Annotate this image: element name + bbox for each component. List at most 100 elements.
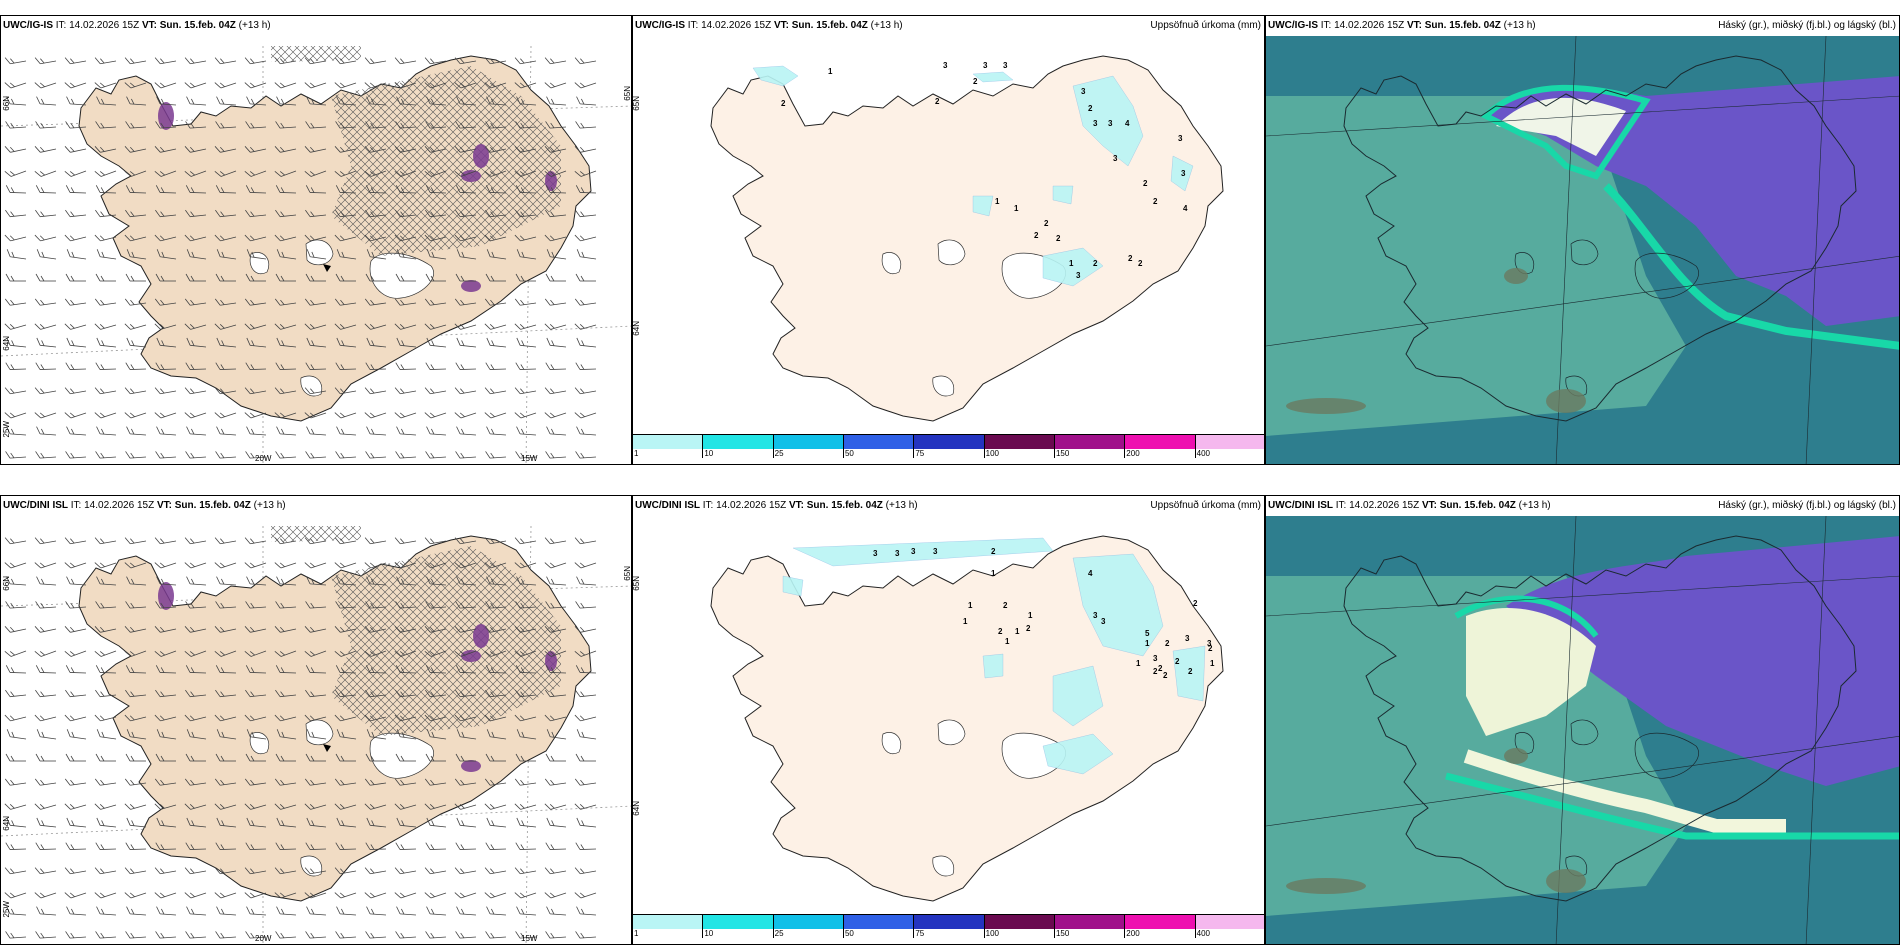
precip-blob: [461, 650, 481, 662]
wind-barb: [546, 249, 567, 260]
wind-barb: [485, 451, 507, 459]
wind-barb: [214, 57, 237, 65]
wind-barb: [305, 185, 327, 194]
low-cloud-patch: [1504, 748, 1528, 764]
wind-barb: [4, 867, 27, 875]
lat-label: 66N: [2, 96, 11, 111]
wind-barb: [124, 412, 147, 419]
wind-barb: [216, 337, 237, 348]
wind-barb: [335, 601, 357, 609]
colorbar-swatch: [843, 915, 914, 929]
glacier-area: [932, 375, 955, 397]
precip-panel-row1: UWC/DINI ISL IT: 14.02.2026 15Z VT: Sun.…: [632, 495, 1265, 945]
colorbar-swatch: [1195, 435, 1264, 449]
wind-barb: [126, 906, 147, 916]
wind-barb: [365, 931, 387, 939]
colorbar-swatch: [1195, 915, 1264, 929]
wind-barb: [454, 803, 477, 810]
colorbar: 1 10 25 50 75 100 150 200 400: [633, 914, 1264, 938]
cloud-map: [1266, 515, 1899, 944]
wind-barb: [574, 82, 597, 89]
wind-barb: [35, 185, 57, 194]
colorbar-tick-label: 75: [915, 449, 925, 458]
wind-barb: [66, 729, 87, 740]
wind-barb: [364, 146, 387, 153]
it-prefix: IT:: [1320, 20, 1332, 31]
wind-barb: [65, 451, 87, 459]
precip-value-label: 2: [1153, 667, 1158, 676]
wind-barb: [245, 665, 267, 674]
wind-barb: [274, 146, 297, 153]
wind-barb: [425, 601, 447, 609]
wind-barb: [64, 803, 87, 810]
wind-barb: [155, 689, 177, 698]
model-name: UWC/IG-IS: [635, 20, 685, 31]
wind-barb: [184, 892, 207, 899]
wind-barb: [215, 665, 237, 674]
wind-barb: [304, 562, 327, 569]
wind-barb: [274, 778, 297, 786]
wind-barb: [546, 817, 567, 828]
colorbar-swatch: [633, 915, 703, 929]
wind-barb: [575, 753, 596, 762]
colorbar-swatch: [984, 915, 1054, 929]
wind-barb: [365, 451, 387, 459]
wind-barb: [455, 451, 477, 459]
wind-barb: [274, 803, 297, 810]
wind-barb: [456, 249, 477, 260]
wind-barb: [394, 146, 417, 153]
wind-barb: [244, 892, 267, 899]
wind-barb: [5, 209, 27, 218]
wind-barb: [514, 892, 537, 899]
wind-barb: [186, 426, 207, 436]
low-cloud-patch: [1546, 869, 1586, 893]
wind-barb: [396, 249, 417, 260]
wind-barb: [94, 650, 117, 657]
wind-barb: [4, 82, 27, 89]
glacier-area: [249, 252, 270, 275]
wind-barb: [64, 714, 87, 722]
wind-barb: [335, 209, 357, 218]
wind-barb: [336, 426, 357, 436]
wind-barb: [455, 931, 477, 939]
colorbar-segment: 1: [633, 435, 704, 458]
wind-barb: [126, 576, 147, 586]
wind-barb: [425, 273, 446, 282]
wind-barb: [514, 298, 537, 306]
wind-barb: [516, 817, 537, 828]
wind-barb: [244, 867, 267, 875]
wind-barb: [214, 298, 237, 306]
wind-barb: [484, 234, 507, 242]
glacier-outline: [1514, 732, 1535, 755]
wind-barb: [334, 82, 357, 89]
init-time: 14.02.2026 15Z: [716, 500, 787, 511]
wind-barb: [306, 729, 327, 740]
wind-barb: [125, 931, 147, 939]
wind-barb: [64, 537, 87, 545]
wind-barb: [486, 576, 507, 586]
precip-value-label: 2: [1193, 599, 1198, 608]
wind-barb: [396, 729, 417, 740]
wind-barb: [546, 576, 567, 586]
wind-barb: [184, 323, 207, 330]
wind-barb: [36, 249, 57, 260]
wind-barb: [184, 298, 207, 306]
wind-barb: [305, 689, 327, 698]
wind-barb: [184, 170, 207, 177]
wind-barb: [274, 57, 297, 65]
wind-barb: [274, 387, 297, 395]
wind-barb: [66, 96, 87, 106]
wind-barb: [546, 729, 567, 740]
wind-barb: [455, 209, 477, 218]
precip-value-label: 5: [1145, 629, 1150, 638]
wind-barb: [545, 451, 567, 459]
wind-barb: [514, 387, 537, 395]
low-cloud-patch: [1546, 389, 1586, 413]
lat-label: 64N: [632, 801, 641, 816]
wind-barb: [215, 362, 237, 370]
wind-barb: [426, 249, 447, 260]
wind-barb: [394, 387, 417, 395]
init-time: 14.02.2026 15Z: [701, 20, 772, 31]
precip-value-label: 2: [1128, 254, 1133, 263]
wind-barb: [156, 337, 177, 348]
